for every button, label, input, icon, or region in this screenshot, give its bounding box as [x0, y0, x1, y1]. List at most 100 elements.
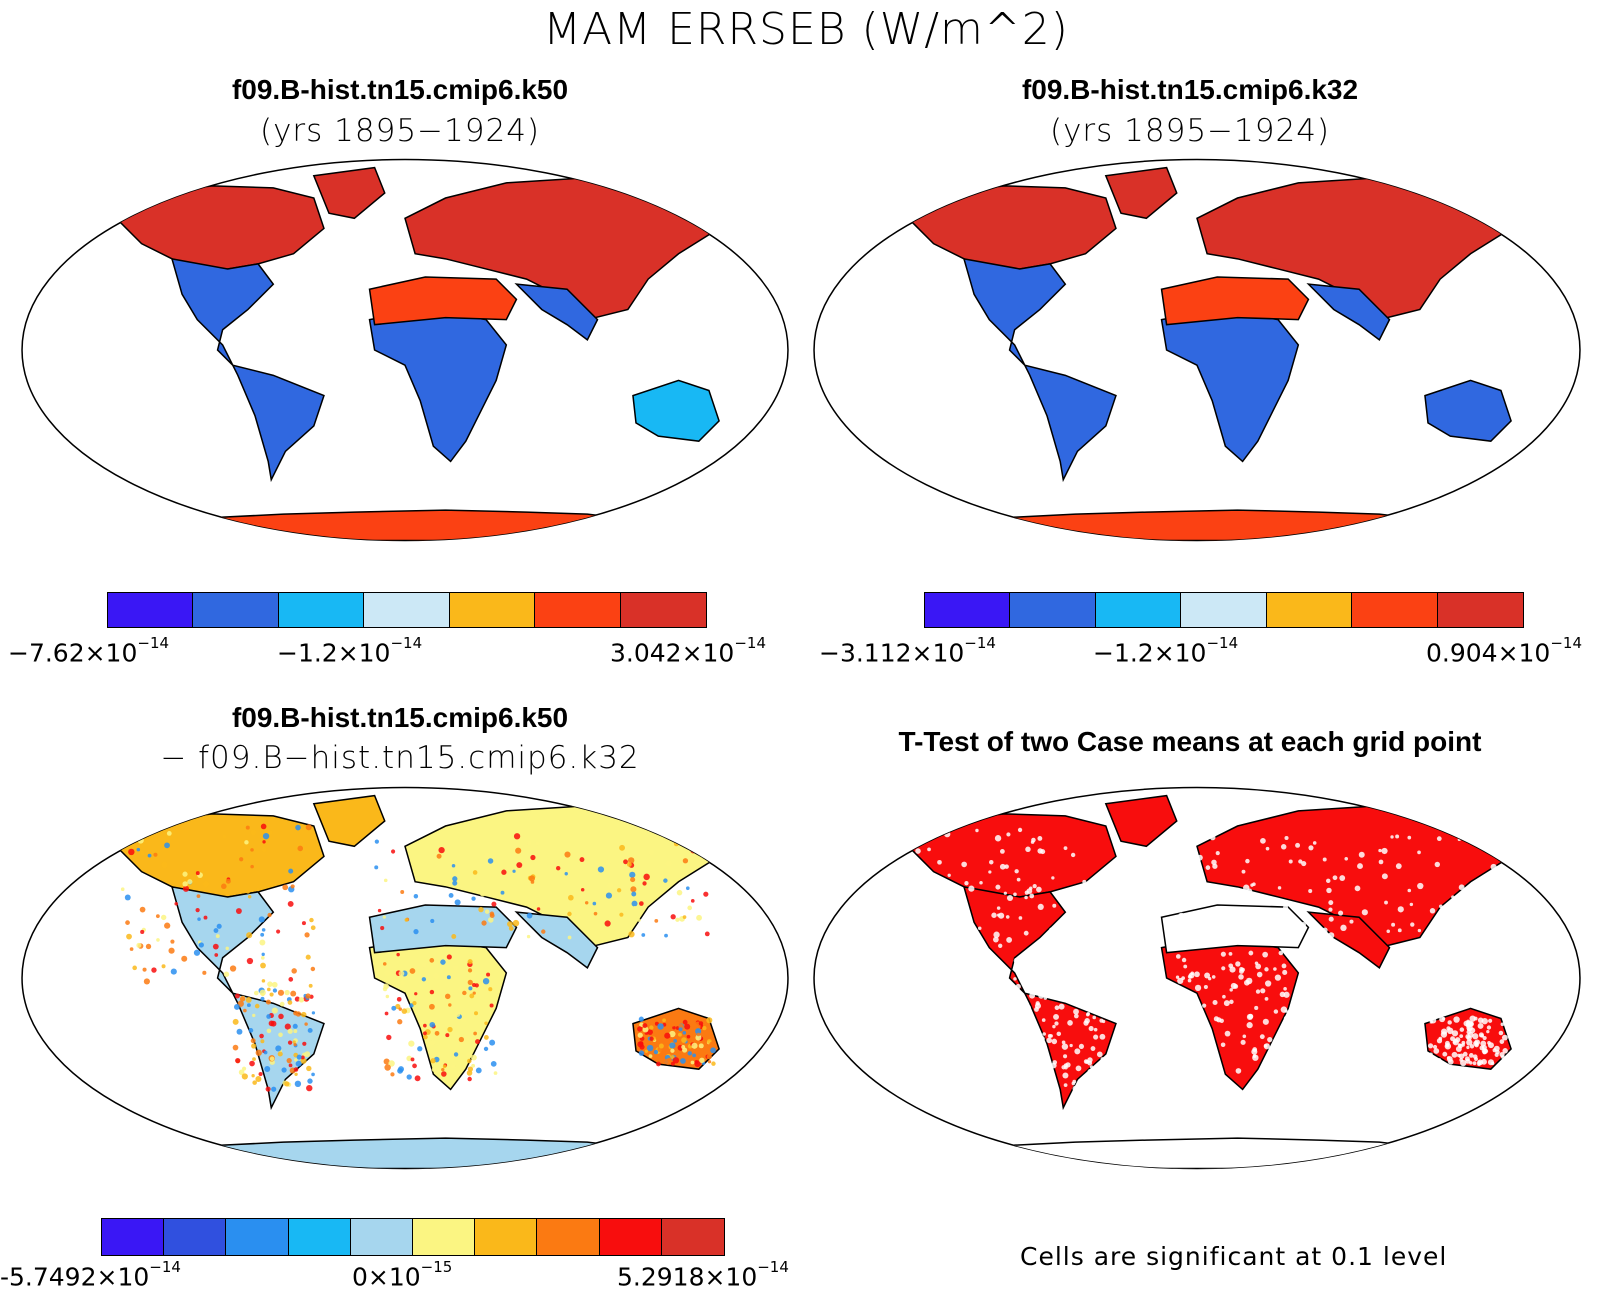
- noise-speck: [1054, 1005, 1060, 1011]
- noise-speck: [1248, 950, 1254, 956]
- noise-speck: [946, 930, 951, 935]
- noise-speck: [1073, 1008, 1079, 1015]
- noise-speck: [1023, 1037, 1028, 1042]
- noise-speck: [1255, 963, 1262, 970]
- noise-speck: [643, 873, 650, 881]
- land-asia: [404, 805, 731, 949]
- noise-speck: [1085, 1012, 1090, 1017]
- noise-speck: [264, 1066, 271, 1072]
- noise-speck: [1439, 904, 1443, 909]
- noise-speck: [956, 966, 962, 972]
- noise-speck: [1204, 918, 1211, 925]
- noise-speck: [414, 992, 418, 996]
- panel-bl-subtitle: − f09.B−hist.tn15.cmip6.k32: [160, 740, 640, 776]
- noise-speck: [1066, 891, 1070, 895]
- noise-speck: [267, 912, 272, 918]
- noise-speck: [433, 973, 439, 979]
- noise-speck: [246, 957, 254, 965]
- significance-note: Cells are significant at 0.1 level: [1020, 1242, 1448, 1271]
- noise-speck: [244, 840, 249, 845]
- noise-speck: [1056, 1031, 1062, 1037]
- noise-speck: [1472, 1054, 1478, 1059]
- noise-speck: [665, 860, 672, 867]
- noise-speck: [910, 902, 916, 908]
- noise-speck: [638, 1050, 645, 1056]
- noise-speck: [232, 1044, 239, 1051]
- land-americas: [170, 257, 325, 483]
- noise-speck: [605, 892, 613, 899]
- noise-speck: [260, 932, 265, 937]
- noise-speck: [695, 1028, 702, 1035]
- noise-speck: [1438, 1036, 1443, 1041]
- noise-speck: [1165, 891, 1172, 898]
- noise-speck: [1013, 892, 1017, 897]
- noise-speck: [1083, 999, 1088, 1004]
- noise-speck: [1277, 886, 1282, 890]
- noise-speck: [607, 882, 613, 888]
- noise-speck: [642, 881, 647, 886]
- noise-speck: [678, 1027, 683, 1032]
- noise-speck: [1229, 999, 1234, 1005]
- noise-speck: [1312, 841, 1317, 845]
- noise-speck: [1054, 1021, 1059, 1026]
- colorbar-swatch: [278, 593, 365, 627]
- noise-speck: [265, 1086, 271, 1092]
- noise-speck: [1048, 1067, 1054, 1072]
- colorbar-swatch: [364, 593, 450, 627]
- noise-speck: [374, 839, 379, 844]
- noise-speck: [1260, 988, 1266, 994]
- figure-title: MAM ERRSEB (W/m^2): [543, 4, 1069, 55]
- noise-speck: [452, 880, 458, 886]
- land-desert: [1160, 276, 1310, 326]
- noise-speck: [1281, 963, 1287, 969]
- noise-speck: [1381, 847, 1388, 855]
- noise-speck: [243, 1008, 247, 1013]
- noise-speck: [434, 1030, 440, 1036]
- noise-speck: [1042, 1051, 1047, 1057]
- colorbar-swatch: [537, 1219, 600, 1255]
- noise-speck: [272, 988, 278, 993]
- noise-speck: [1283, 1031, 1289, 1037]
- noise-speck: [235, 1057, 241, 1064]
- noise-speck: [592, 901, 597, 906]
- noise-speck: [275, 1045, 282, 1052]
- noise-speck: [1391, 922, 1396, 927]
- noise-speck: [691, 1042, 698, 1049]
- cbar-tl-label-mid: −1.2×10−14: [277, 634, 423, 668]
- noise-speck: [287, 900, 294, 907]
- noise-speck: [637, 918, 641, 922]
- noise-speck: [290, 884, 295, 889]
- noise-speck: [699, 1050, 706, 1056]
- noise-speck: [1459, 1034, 1464, 1039]
- noise-speck: [1175, 975, 1180, 979]
- noise-speck: [1249, 910, 1254, 915]
- noise-speck: [632, 906, 638, 911]
- noise-speck: [374, 865, 379, 870]
- noise-speck: [1003, 891, 1007, 895]
- noise-speck: [1283, 904, 1289, 910]
- noise-speck: [293, 1010, 298, 1016]
- noise-speck: [246, 890, 250, 894]
- noise-speck: [1328, 916, 1334, 922]
- noise-speck: [1172, 868, 1178, 874]
- noise-speck: [267, 830, 273, 835]
- noise-speck: [1381, 873, 1388, 880]
- noise-speck: [1088, 962, 1095, 969]
- colorbar-swatch: [620, 593, 706, 627]
- noise-speck: [483, 852, 491, 859]
- noise-speck: [687, 1051, 692, 1056]
- noise-speck: [197, 917, 201, 921]
- noise-speck: [1283, 987, 1287, 991]
- noise-speck: [1215, 851, 1220, 856]
- land-asia2: [1306, 911, 1391, 970]
- noise-speck: [931, 904, 937, 909]
- noise-speck: [1078, 890, 1083, 896]
- noise-speck: [1228, 963, 1234, 969]
- noise-speck: [927, 847, 931, 852]
- noise-speck: [1459, 1027, 1465, 1032]
- noise-speck: [1260, 838, 1266, 844]
- noise-speck: [631, 900, 638, 907]
- noise-speck: [1175, 954, 1181, 959]
- noise-speck: [1025, 846, 1031, 852]
- noise-speck: [1073, 1013, 1079, 1019]
